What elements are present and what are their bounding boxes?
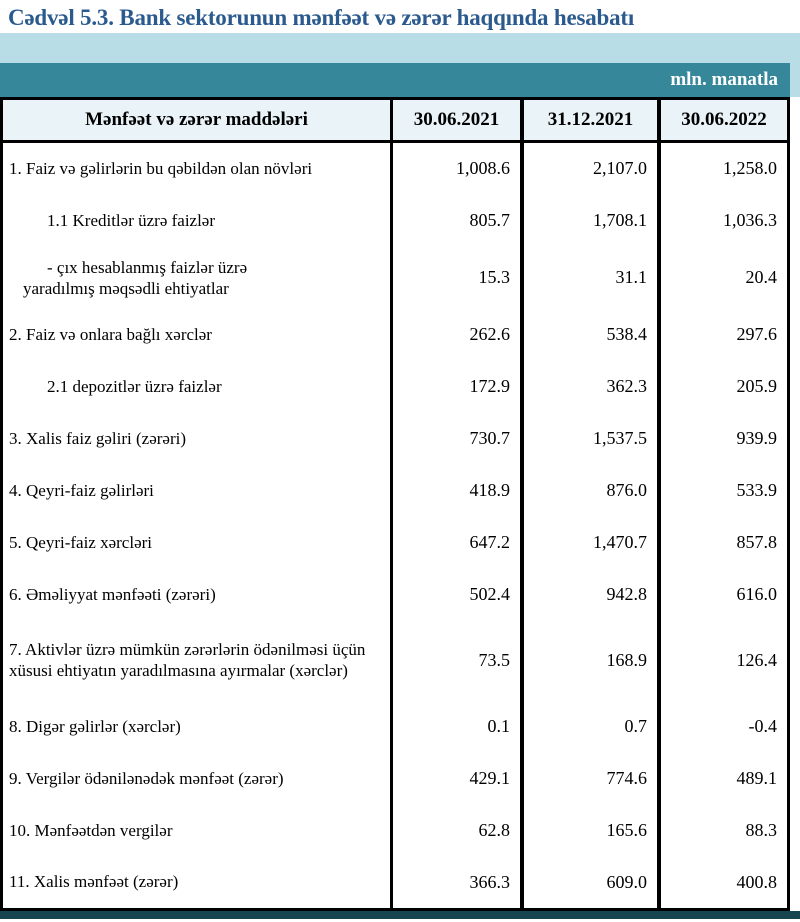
row-label: 4. Qeyri-faiz gəlirləri — [3, 464, 393, 517]
row-label: 10. Mənfəətdən vergilər — [3, 804, 393, 857]
table-row: 8. Digər gəlirlər (xərclər) 0.1 0.7 -0.4 — [3, 700, 787, 753]
decor-band-light — [0, 33, 800, 63]
table-row: 10. Mənfəətdən vergilər 62.8 165.6 88.3 — [3, 804, 787, 857]
row-value-2021-12: 538.4 — [520, 308, 657, 361]
row-value-2021-06: 647.2 — [469, 531, 511, 552]
row-value-2022-06: 1,036.3 — [657, 194, 787, 247]
table-row: 4. Qeyri-faiz gəlirləri 418.9 876.0 533.… — [3, 464, 787, 517]
row-value-2022-06: 126.4 — [657, 620, 787, 701]
row-value-2021-12: 1,537.5 — [520, 412, 657, 465]
unit-label: mln. manatla — [670, 69, 778, 90]
row-value-2021-12: 1,470.7 — [520, 516, 657, 569]
row-label: 1. Faiz və gəlirlərin bu qəbildən olan n… — [3, 143, 393, 195]
table-header-row: Mənfəət və zərər maddələri 30.06.2021 31… — [3, 100, 787, 143]
table-row: 3. Xalis faiz gəliri (zərəri) 730.7 1,53… — [3, 412, 787, 465]
row-label: 7. Aktivlər üzrə mümkün zərərlərin ödəni… — [3, 620, 393, 701]
table-body: 1. Faiz və gəlirlərin bu qəbildən olan n… — [3, 143, 787, 908]
row-label: 3. Xalis faiz gəliri (zərəri) — [3, 412, 393, 465]
row-value-2021-06: 418.9 — [469, 479, 511, 500]
row-value-2021-06: 502.4 — [469, 583, 511, 604]
table-row: 5. Qeyri-faiz xərcləri 647.2 1,470.7 857… — [3, 516, 787, 569]
row-value-2021-12: 0.7 — [520, 700, 657, 753]
table-row: 1. Faiz və gəlirlərin bu qəbildən olan n… — [3, 143, 787, 195]
row-label: 11. Xalis mənfəət (zərər) — [3, 856, 393, 908]
row-label: 2.1 depozitlər üzrə faizlər — [3, 360, 393, 413]
row-value-2021-12: 362.3 — [520, 360, 657, 413]
row-value-2021-12: 1,708.1 — [520, 194, 657, 247]
row-value-2021-12: 2,107.0 — [520, 143, 657, 195]
row-label: 8. Digər gəlirlər (xərclər) — [3, 700, 393, 753]
row-label-text: - çıx hesablanmış faizlər üzrə yaradılmı… — [23, 257, 248, 298]
row-value-2021-12: 168.9 — [520, 620, 657, 701]
row-value-2021-06: 73.5 — [478, 649, 511, 670]
row-label: - çıx hesablanmış faizlər üzrə yaradılmı… — [3, 246, 393, 309]
table-row: 2.1 depozitlər üzrə faizlər 172.9 362.3 … — [3, 360, 787, 413]
col-header-31-12-2021: 31.12.2021 — [520, 100, 657, 140]
row-value-2022-06: 489.1 — [657, 752, 787, 805]
row-label: 2. Faiz və onlara bağlı xərclər — [3, 308, 393, 361]
row-value-2022-06: 297.6 — [657, 308, 787, 361]
table-row: 6. Əməliyyat mənfəəti (zərəri) 502.4 942… — [3, 568, 787, 621]
row-value-2021-06: 429.1 — [469, 767, 511, 788]
profit-loss-table: Mənfəət və zərər maddələri 30.06.2021 31… — [0, 97, 790, 911]
row-value-2022-06: 616.0 — [657, 568, 787, 621]
page-title: Cədvəl 5.3. Bank sektorunun mənfəət və z… — [8, 5, 635, 30]
row-label: 6. Əməliyyat mənfəəti (zərəri) — [3, 568, 393, 621]
table-row: 7. Aktivlər üzrə mümkün zərərlərin ödəni… — [3, 620, 787, 701]
row-value-2021-12: 609.0 — [520, 856, 657, 908]
table-row: 2. Faiz və onlara bağlı xərclər 262.6 53… — [3, 308, 787, 361]
row-value-2021-06: 730.7 — [469, 428, 511, 449]
row-value-2021-06: 15.3 — [478, 267, 511, 288]
unit-band: mln. manatla — [0, 63, 790, 97]
row-value-2021-12: 165.6 — [520, 804, 657, 857]
row-value-2022-06: 205.9 — [657, 360, 787, 413]
row-value-2021-06: 262.6 — [469, 324, 511, 345]
row-value-2021-06: 0.1 — [487, 715, 511, 736]
row-value-2021-12: 942.8 — [520, 568, 657, 621]
row-value-2021-12: 876.0 — [520, 464, 657, 517]
row-value-2022-06: 939.9 — [657, 412, 787, 465]
row-value-2021-12: 31.1 — [520, 246, 657, 309]
col-header-items: Mənfəət və zərər maddələri — [3, 100, 393, 140]
unit-band-wrap: mln. manatla — [0, 63, 800, 97]
row-value-2021-06: 172.9 — [469, 376, 511, 397]
decor-band-bottom — [0, 911, 800, 919]
row-value-2021-06: 1,008.6 — [456, 158, 510, 179]
row-value-2022-06: 88.3 — [657, 804, 787, 857]
table-row: 1.1 Kreditlər üzrə faizlər 805.7 1,708.1… — [3, 194, 787, 247]
table-row: 9. Vergilər ödənilənədək mənfəət (zərər)… — [3, 752, 787, 805]
row-value-2022-06: 1,258.0 — [657, 143, 787, 195]
row-value-2022-06: -0.4 — [657, 700, 787, 753]
row-value-2022-06: 400.8 — [657, 856, 787, 908]
row-value-2021-06: 366.3 — [469, 871, 511, 892]
row-label: 9. Vergilər ödənilənədək mənfəət (zərər) — [3, 752, 393, 805]
row-value-2021-06: 62.8 — [478, 819, 511, 840]
col-header-30-06-2021: 30.06.2021 — [413, 109, 500, 130]
row-value-2021-06: 805.7 — [469, 210, 511, 231]
row-value-2021-12: 774.6 — [520, 752, 657, 805]
row-value-2022-06: 533.9 — [657, 464, 787, 517]
col-header-30-06-2022: 30.06.2022 — [657, 100, 787, 140]
row-label: 5. Qeyri-faiz xərcləri — [3, 516, 393, 569]
row-value-2022-06: 857.8 — [657, 516, 787, 569]
table-row: - çıx hesablanmış faizlər üzrə yaradılmı… — [3, 246, 787, 309]
row-label: 1.1 Kreditlər üzrə faizlər — [3, 194, 393, 247]
table-row: 11. Xalis mənfəət (zərər) 366.3 609.0 40… — [3, 856, 787, 908]
row-value-2022-06: 20.4 — [657, 246, 787, 309]
